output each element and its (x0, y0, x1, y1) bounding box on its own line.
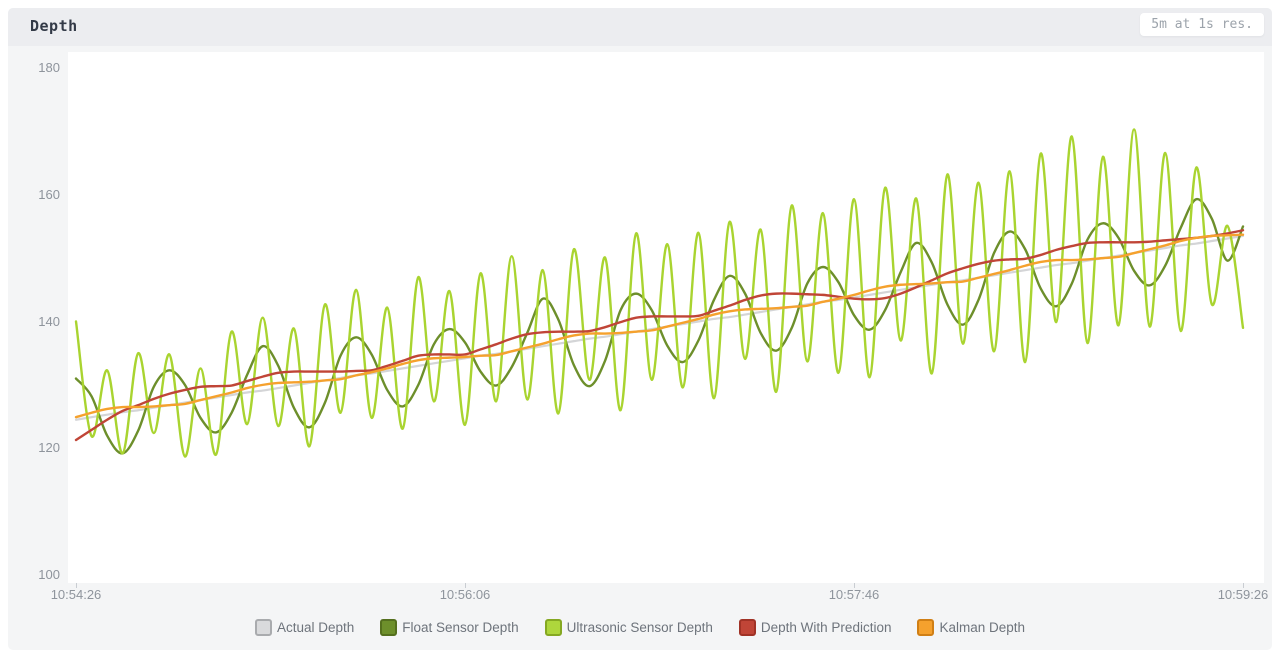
x-axis-tick-mark (854, 583, 855, 588)
legend-item-label: Actual Depth (276, 620, 355, 635)
legend-swatch (544, 619, 562, 636)
x-axis-tick-label: 10:57:46 (828, 587, 880, 602)
y-axis-tick-label: 180 (38, 60, 60, 75)
y-axis-tick-label: 120 (38, 440, 60, 456)
legend-item-depth-with-prediction[interactable]: Depth With Prediction (738, 619, 892, 636)
legend-item-actual-depth[interactable]: Actual Depth (254, 619, 355, 636)
legend-item-float-sensor-depth[interactable]: Float Sensor Depth (380, 619, 519, 636)
legend-swatch (738, 619, 756, 636)
legend-item-label: Float Sensor Depth (402, 620, 519, 635)
depth-with-prediction-line (74, 229, 1245, 442)
y-axis-tick-label: 160 (38, 186, 60, 202)
y-axis-tick-label: 140 (38, 313, 60, 329)
legend: Actual Depth Float Sensor Depth Ultrasonic… (8, 619, 1272, 636)
ultrasonic-sensor-depth-line (74, 128, 1245, 458)
x-axis-tick-mark (465, 583, 466, 588)
depth-chart-card: Depth 5m at 1s res. 100 120 140 160 180 10:5… (8, 8, 1272, 650)
legend-item-kalman-depth[interactable]: Kalman Depth (917, 619, 1025, 636)
x-axis-tick-mark (1243, 583, 1244, 588)
kalman-depth-line (74, 233, 1245, 419)
legend-swatch (254, 619, 272, 636)
y-axis-tick-label: 100 (38, 567, 60, 582)
legend-item-label: Kalman Depth (939, 620, 1026, 635)
legend-item-ultrasonic-sensor-depth[interactable]: Ultrasonic Sensor Depth (544, 619, 713, 636)
chart-canvas (74, 128, 1245, 458)
plot-area[interactable] (68, 52, 1264, 583)
x-axis-tick-label: 10:56:06 (439, 587, 491, 602)
x-axis-tick-label: 10:59:26 (1217, 587, 1269, 602)
x-axis-tick-mark (76, 583, 77, 588)
legend-swatch (917, 619, 935, 636)
card-header: Depth 5m at 1s res. (8, 8, 1272, 46)
resolution-badge: 5m at 1s res. (1140, 13, 1264, 36)
x-axis-tick-label: 10:54:26 (50, 587, 102, 602)
chart-title: Depth (30, 17, 78, 35)
legend-swatch (380, 619, 398, 636)
legend-item-label: Ultrasonic Sensor Depth (566, 620, 713, 635)
legend-item-label: Depth With Prediction (760, 620, 892, 635)
